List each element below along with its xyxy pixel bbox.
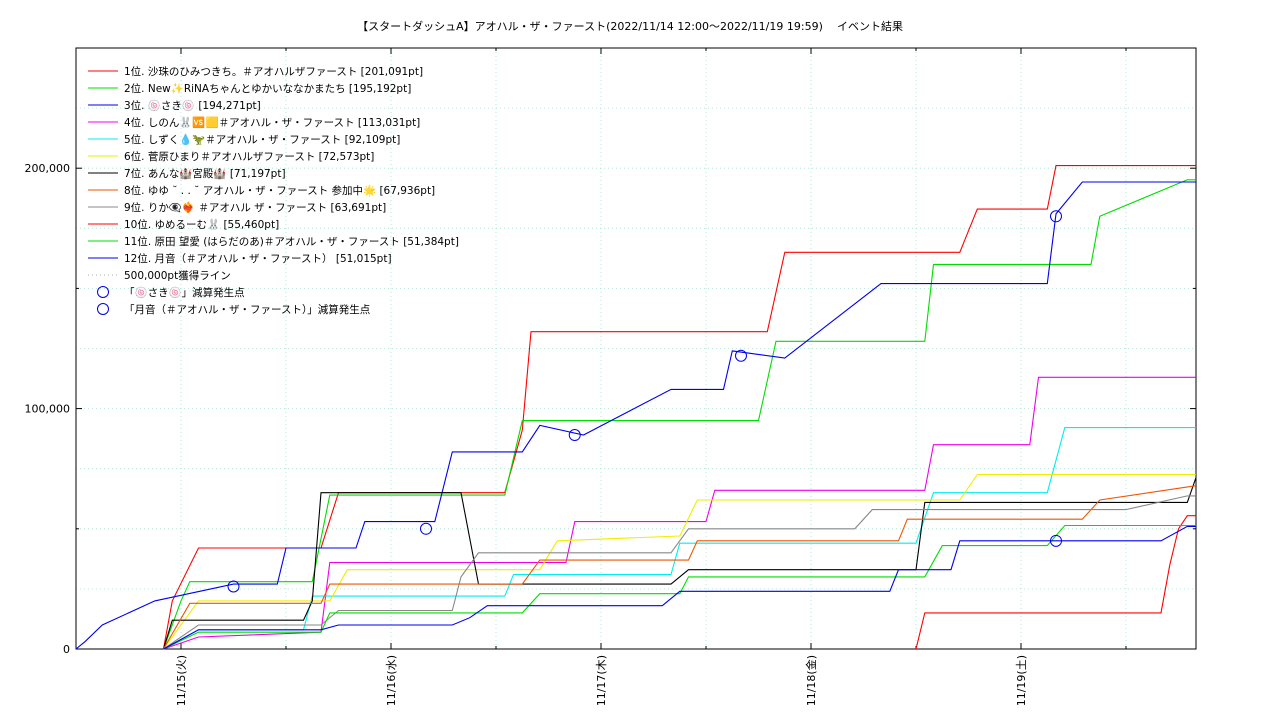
legend-label-marker: 「月音（＃アオハル・ザ・ファースト）」減算発生点 — [124, 303, 370, 316]
plot-frame — [75, 47, 1197, 650]
gridlines — [76, 48, 1196, 649]
legend: 1位. 沙珠のひみつきち。＃アオハルザファースト [201,091pt] 2位. … — [88, 65, 459, 316]
legend-label: 9位. りか👁️‍🗨️❤️‍🔥 ＃アオハル ザ・ファースト [63,691pt] — [124, 201, 386, 214]
legend-marker-swatch — [97, 303, 109, 315]
series-line-2 — [162, 179, 1196, 650]
legend-label: 2位. New✨RiNAちゃんとゆかいななかまたち [195,192pt] — [124, 82, 411, 95]
x-tick-label: 11/18(金) — [804, 655, 818, 706]
y-axis: 0 100,000 200,000 — [25, 162, 1196, 656]
series-line-1 — [162, 165, 1196, 650]
series-line-7 — [162, 477, 1197, 650]
legend-label: 5位. しずく💧🦖＃アオハル・ザ・ファースト [92,109pt] — [124, 133, 400, 146]
legend-label: 10位. ゆめるーむ🐰 [55,460pt] — [124, 218, 279, 231]
x-axis: 11/15(火) 11/16(水) 11/17(木) 11/18(金) 11/19(土) — [175, 48, 1127, 706]
reduction-marker-2 — [1050, 534, 1062, 547]
legend-label-marker: 「🍥さき🍥」減算発生点 — [124, 286, 245, 299]
x-tick-label: 11/17(木) — [595, 655, 608, 706]
x-tick-label: 11/19(土) — [1015, 655, 1028, 706]
legend-label: 3位. 🍥さき🍥 [194,271pt] — [124, 99, 261, 112]
legend-label: 7位. あんな🏰宮殿🏰 [71,197pt] — [124, 167, 286, 180]
series-line-6 — [163, 473, 1196, 650]
x-tick-label: 11/16(水) — [385, 655, 398, 706]
x-tick-label: 11/15(火) — [175, 655, 188, 706]
chart-title: 【スタートダッシュA】アオハル・ザ・ファースト(2022/11/14 12:00… — [357, 19, 823, 33]
legend-label: 8位. ゆゆ ˘ . . ˘ アオハル・ザ・ファースト 参加中🌟 [67,936… — [124, 184, 435, 197]
y-tick-label: 100,000 — [25, 403, 71, 416]
legend-label: 11位. 原田 望愛 (はらだのあ)＃アオハル・ザ・ファースト [51,384p… — [124, 235, 459, 248]
y-tick-label: 200,000 — [25, 162, 71, 175]
reduction-marker-1 — [568, 429, 581, 442]
reduction-marker-2 — [227, 580, 240, 593]
y-tick-label: 0 — [63, 643, 70, 656]
series-line-4 — [163, 376, 1196, 650]
legend-label: 12位. 月音（＃アオハル・ザ・ファースト） [51,015pt] — [124, 252, 392, 265]
legend-label: 6位. 菅原ひまり＃アオハルザファースト [72,573pt] — [124, 150, 374, 163]
markers — [227, 210, 1062, 593]
chart-subtitle: イベント結果 — [837, 19, 903, 33]
series-line-8 — [163, 485, 1196, 650]
series-line-10 — [915, 515, 1196, 650]
legend-label: 1位. 沙珠のひみつきち。＃アオハルザファースト [201,091pt] — [124, 65, 423, 78]
legend-label-reference: 500,000pt獲得ライン — [124, 269, 231, 282]
reduction-marker-1 — [1050, 210, 1062, 223]
reduction-marker-2 — [420, 522, 432, 535]
series-line-9 — [163, 495, 1196, 650]
series-line-11 — [163, 524, 1196, 650]
series-line-5 — [163, 427, 1196, 650]
legend-marker-swatch — [97, 286, 109, 298]
reduction-marker-1 — [735, 349, 747, 362]
legend-label: 4位. しのん🐰🆚🟨＃アオハル・ザ・ファースト [113,031pt] — [124, 116, 420, 129]
series-lines — [75, 165, 1197, 650]
series-line-12 — [163, 525, 1196, 650]
series-line-3 — [75, 181, 1196, 650]
